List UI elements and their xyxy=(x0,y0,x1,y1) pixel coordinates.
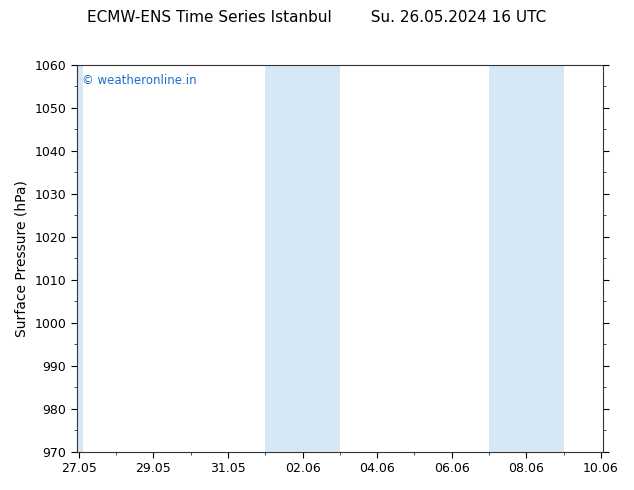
Bar xyxy=(77,65,83,452)
Text: ECMW-ENS Time Series Istanbul        Su. 26.05.2024 16 UTC: ECMW-ENS Time Series Istanbul Su. 26.05.… xyxy=(87,10,547,25)
Text: © weatheronline.in: © weatheronline.in xyxy=(82,74,197,87)
Bar xyxy=(265,65,340,452)
Bar xyxy=(489,65,564,452)
Y-axis label: Surface Pressure (hPa): Surface Pressure (hPa) xyxy=(15,180,29,337)
